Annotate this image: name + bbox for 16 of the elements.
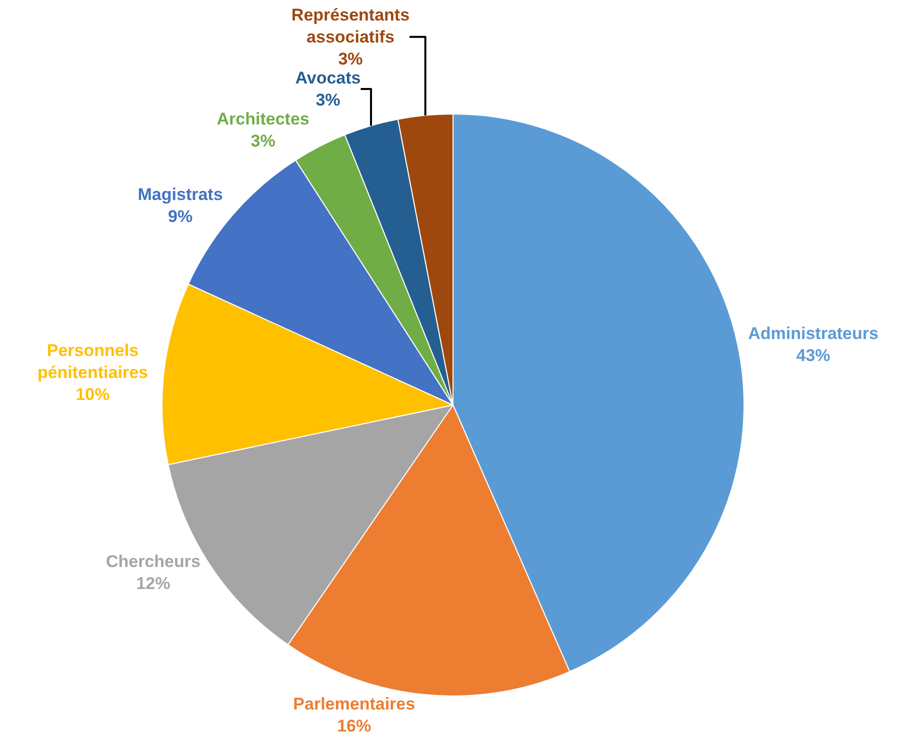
slice-label: Administrateurs [748,324,878,343]
slice-label: Parlementaires [293,694,416,714]
slice-label: Chercheurs [106,552,200,571]
data-label: 3% [250,132,276,151]
data-label: 3% [338,49,363,68]
slice-label: Magistrats [138,185,223,204]
slice-label: Avocats [295,68,361,88]
data-label: 10% [76,384,110,404]
slice-label: Architectes [216,110,310,129]
slice-label: Personnels pénitentiaires [37,340,148,382]
data-label: 43% [796,346,830,366]
data-label: 9% [168,207,193,226]
data-label: 12% [136,574,170,594]
data-label: 3% [316,90,340,110]
data-label: 16% [337,716,372,736]
slice-label: Représentants associatifs [291,5,410,46]
